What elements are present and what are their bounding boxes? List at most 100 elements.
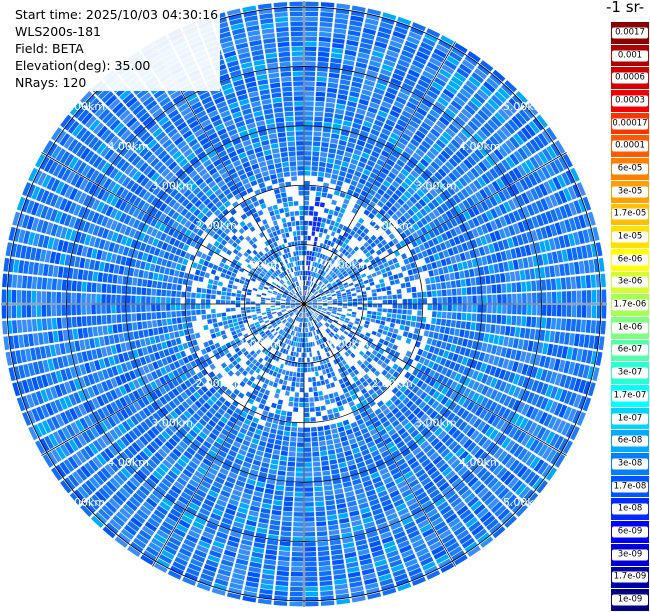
range-gate-cell [368,297,373,300]
range-gate-cell [371,315,376,319]
range-gate-cell [396,335,402,341]
range-gate-cell [322,218,327,223]
range-gate-cell [292,552,303,557]
range-gate-cell [447,297,452,304]
range-gate-cell [325,107,334,113]
range-gate-cell [337,94,347,100]
range-gate-cell [571,277,576,289]
range-gate-cell [576,319,581,332]
range-gate-cell [305,562,317,567]
range-gate-cell [326,368,330,373]
range-gate-cell [382,273,387,278]
range-gate-cell [305,428,311,433]
range-gate-cell [293,407,298,412]
range-gate-cell [368,278,373,282]
range-gate-cell [321,365,325,370]
range-gate-cell [292,542,303,547]
range-gate-cell [304,251,306,255]
range-gate-cell [267,385,272,391]
range-gate-cell [278,425,284,430]
range-gate-cell [325,495,334,501]
range-gate-cell [428,298,433,304]
range-gate-cell [312,442,319,447]
range-gate-cell [269,433,276,439]
range-gate-cell [299,408,304,413]
range-gate-cell [305,472,313,477]
range-gate-cell [477,314,482,322]
range-gate-cell [323,374,328,379]
range-gate-cell [549,331,555,343]
range-gate-cell [448,265,454,273]
range-gate-cell [273,382,278,387]
range-gate-cell [335,206,341,212]
range-gate-cell [380,321,385,326]
range-gate-cell [394,340,400,346]
range-gate-cell [289,356,292,361]
range-gate-cell [294,512,304,517]
range-gate-cell [312,226,316,231]
range-gate-cell [219,340,225,346]
range-gate-cell [301,353,303,357]
range-gate-cell [274,393,279,398]
range-gate-cell [401,336,407,342]
range-gate-cell [318,366,322,371]
range-gate-cell [442,312,447,319]
range-gate-cell [326,219,331,224]
range-gate-cell [417,310,422,316]
range-gate-cell [449,328,455,335]
range-gate-cell [379,325,384,330]
range-gate-cell [451,281,456,288]
range-gate-cell [388,300,393,304]
range-gate-cell [333,33,346,39]
range-gate-cell [305,56,316,61]
range-gate-cell [342,297,347,299]
range-gate-cell [312,161,319,166]
range-gate-cell [317,72,328,77]
range-gate-cell [321,2,335,7]
range-gate-cell [378,329,383,334]
range-gate-cell [332,48,344,54]
range-gate-cell [333,119,342,125]
range-gate-cell [276,373,281,378]
range-gate-cell [490,324,495,333]
range-gate-cell [358,301,362,304]
range-gate-cell [462,261,468,269]
range-gate-cell [430,277,435,284]
range-gate-cell [282,516,292,521]
range-gate-cell [338,176,345,182]
range-gate-cell [508,337,514,347]
range-gate-cell [452,337,458,345]
range-gate-cell [472,305,477,313]
range-gate-cell [308,342,310,347]
range-gate-cell [384,277,389,282]
range-gate-cell [316,97,325,102]
range-gate-cell [279,551,290,556]
range-gate-cell [308,231,312,236]
range-gate-cell [430,325,435,332]
range-gate-cell [426,317,431,323]
range-gate-cell [502,294,507,303]
range-gate-cell [299,353,302,358]
range-gate-cell [384,326,389,331]
range-gate-cell [520,328,526,338]
range-gate-cell [467,287,472,295]
range-gate-cell [280,374,285,379]
range-gate-cell [392,269,398,275]
range-gate-cell [345,210,351,216]
range-gate-cell [330,179,336,185]
range-gate-cell [399,278,404,283]
range-gate-cell [505,272,511,282]
range-gate-cell [323,302,327,303]
range-gate-cell [275,490,284,495]
range-gate-cell [280,415,286,420]
range-gate-cell [314,122,322,127]
range-gate-cell [338,298,343,300]
range-gate-cell [334,159,341,165]
range-gate-cell [376,288,381,292]
range-gate-cell [482,286,487,294]
range-gate-cell [457,305,462,312]
range-gate-cell [337,503,347,509]
range-gate-cell [415,322,420,328]
range-gate-cell [370,282,375,286]
range-gate-cell [298,338,300,343]
